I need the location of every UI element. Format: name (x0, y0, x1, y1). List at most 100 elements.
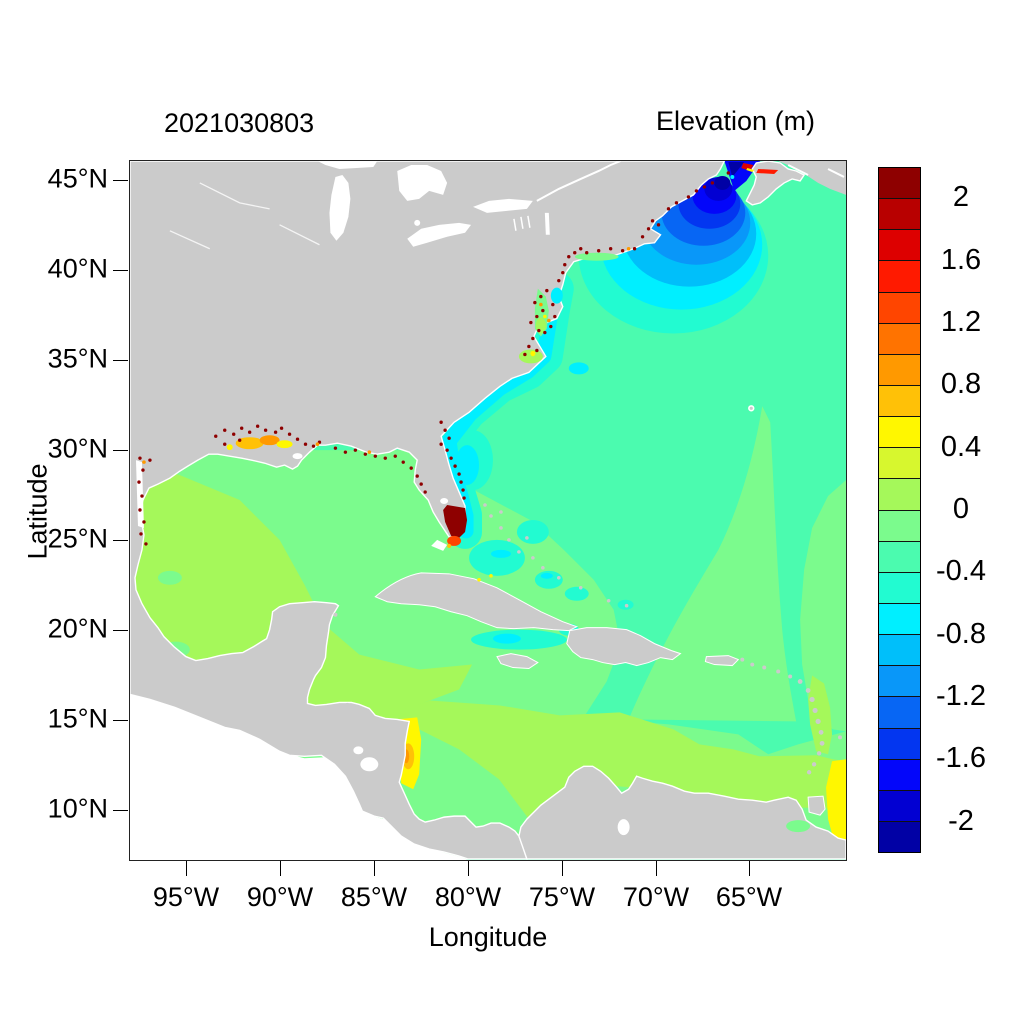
bermuda-island (749, 406, 753, 410)
bahama-bank-4 (564, 586, 589, 601)
x-axis-label: Longitude (428, 922, 548, 952)
colorbar-tick-label: 1.6 (940, 243, 982, 276)
bahama-cyan-2 (540, 572, 553, 579)
long-island-sound (574, 252, 619, 261)
y-tick-mark (113, 450, 128, 451)
y-tick-label: 30°N (47, 433, 108, 464)
florida-bay-no-data (431, 539, 448, 551)
coastal-speckles-orange (142, 246, 631, 464)
fundy-cyan-dot (730, 174, 735, 179)
colorbar-segment (879, 479, 920, 511)
lake-erie (407, 222, 472, 247)
colorbar-tick-label: -0.8 (936, 617, 986, 650)
x-tick-mark (186, 861, 187, 876)
coastal-speckles-yellow (477, 314, 547, 582)
louisiana-yellow-dot (226, 444, 233, 451)
lake-okeechobee (440, 498, 449, 505)
y-tick-label: 45°N (47, 163, 108, 194)
land-south-america (518, 765, 846, 860)
colorbar-tick-label: 1.2 (940, 305, 982, 338)
lake-st-clair (414, 219, 421, 226)
y-tick-mark (113, 720, 128, 721)
finger-lakes (513, 215, 531, 231)
colorbar-segment (879, 759, 920, 791)
louisiana-gold-patch (235, 437, 264, 450)
island-puerto-rico (704, 655, 740, 667)
y-tick-mark (113, 540, 128, 541)
y-tick-label: 40°N (47, 253, 108, 284)
y-axis-label: Latitude (22, 463, 53, 560)
colorbar-tick-label: -2 (948, 804, 974, 837)
y-tick-mark (113, 270, 128, 271)
laguna-madre-no-data (135, 460, 144, 528)
y-tick-mark (113, 810, 128, 811)
colorbar-tick-label: 2 (952, 181, 970, 214)
y-tick-label: 10°N (47, 793, 108, 824)
lesser-antilles-islands (740, 657, 843, 775)
canada-rivers (169, 182, 320, 250)
colorbar-segment (879, 790, 920, 822)
elevation-map (130, 161, 846, 860)
colorbar-segment (879, 354, 920, 386)
lake-nicaragua (360, 757, 379, 772)
bahama-bank-1 (469, 539, 525, 576)
y-tick-label: 15°N (47, 703, 108, 734)
ocean-green-right-band (800, 480, 846, 732)
x-tick-mark (280, 861, 281, 876)
x-tick-label: 95°W (152, 882, 220, 912)
colorbar-segment (879, 199, 920, 231)
bahama-bank-2 (516, 519, 549, 544)
island-hispaniola (566, 627, 682, 667)
x-tick-mark (562, 861, 563, 876)
cayman-cyan (492, 633, 521, 644)
x-tick-label: 90°W (246, 882, 314, 912)
x-tick-mark (749, 861, 750, 876)
lake-ontario (473, 198, 533, 213)
lake-maracaibo (617, 819, 630, 836)
gulf-green-spot (157, 570, 182, 585)
colorbar-tick-label: -1.2 (936, 679, 986, 712)
coastal-speckles-darkred (137, 171, 731, 546)
colorbar-segment (879, 510, 920, 542)
chandeleur-no-data (292, 453, 303, 460)
louisiana-orange-patch (259, 435, 280, 446)
colorbar-segment (879, 230, 920, 262)
colorbar-segment (879, 666, 920, 698)
colorbar-title: Elevation (m) (656, 106, 816, 136)
colorbar-segment (879, 728, 920, 760)
colorbar-segment (879, 323, 920, 355)
island-bay-1 (345, 702, 349, 707)
y-tick-mark (113, 360, 128, 361)
island-bay-2 (355, 704, 359, 709)
map-plot-area (129, 160, 847, 861)
gulf-of-maine-core (714, 175, 731, 190)
delaware-bay-cyan (550, 287, 563, 304)
south-florida-gold-dot (447, 543, 452, 548)
colorbar-tick-label: -1.6 (936, 742, 986, 775)
colorbar-tick-label: 0.4 (940, 430, 982, 463)
y-tick-label: 35°N (47, 343, 108, 374)
colorbar-segment (879, 572, 920, 604)
y-tick-mark (113, 180, 128, 181)
south-caribbean-yellowgreen-band (380, 700, 846, 820)
x-tick-mark (656, 861, 657, 876)
georgia-bight-cyan (455, 445, 480, 486)
island-jamaica (496, 653, 539, 670)
y-tick-label: 20°N (47, 613, 108, 644)
land-north-america (130, 161, 726, 860)
st-lawrence-river (536, 161, 845, 202)
antilles-east-yellowgreen (808, 675, 833, 755)
pacific-no-data (130, 689, 469, 860)
y-tick-mark (113, 630, 128, 631)
island-cozumel (333, 612, 338, 617)
bahamas-islands (483, 503, 629, 608)
colorbar-segment (879, 697, 920, 729)
x-tick-label: 70°W (622, 882, 690, 912)
x-tick-label: 65°W (715, 882, 783, 912)
island-trinidad (807, 795, 826, 816)
bay-of-fundy-core (728, 161, 745, 177)
lake-michigan (329, 174, 351, 241)
louisiana-yellow-patch (276, 440, 293, 449)
x-tick-mark (468, 861, 469, 876)
x-tick-label: 75°W (528, 882, 596, 912)
